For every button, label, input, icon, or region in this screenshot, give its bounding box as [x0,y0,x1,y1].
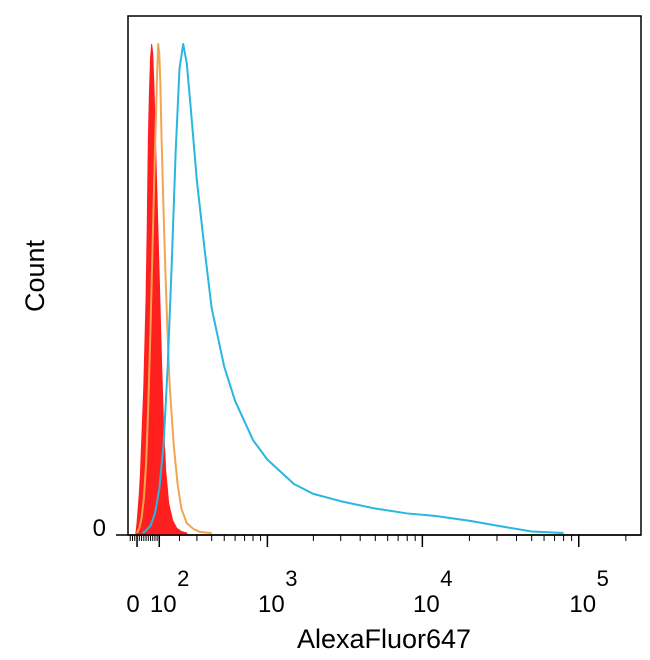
x-tick-base: 10 [413,591,440,618]
x-tick-exponent: 5 [597,566,609,591]
x-tick-base: 0 [126,591,139,618]
x-tick-label-1: 102 [150,566,189,618]
x-tick-base: 10 [258,591,285,618]
plot-frame [127,15,642,536]
x-tick-label-4: 105 [569,566,608,618]
series-layer [135,43,564,536]
x-tick-exponent: 4 [440,566,452,591]
x-tick-label-2: 103 [258,566,297,618]
x-tick-exponent: 2 [177,566,189,591]
y-tick-label-0: 0 [93,515,106,542]
x-axis-label: AlexaFluor647 [297,624,471,654]
x-tick-label-3: 104 [413,566,452,618]
y-axis-label: Count [20,239,50,312]
x-tick-exponent: 3 [285,566,297,591]
y-axis: 0 [93,515,128,542]
x-tick-base: 10 [569,591,596,618]
series-2-line [142,43,564,534]
x-tick-base: 10 [150,591,177,618]
x-tick-label-0: 0 [126,591,139,618]
series-1-line [136,43,212,534]
